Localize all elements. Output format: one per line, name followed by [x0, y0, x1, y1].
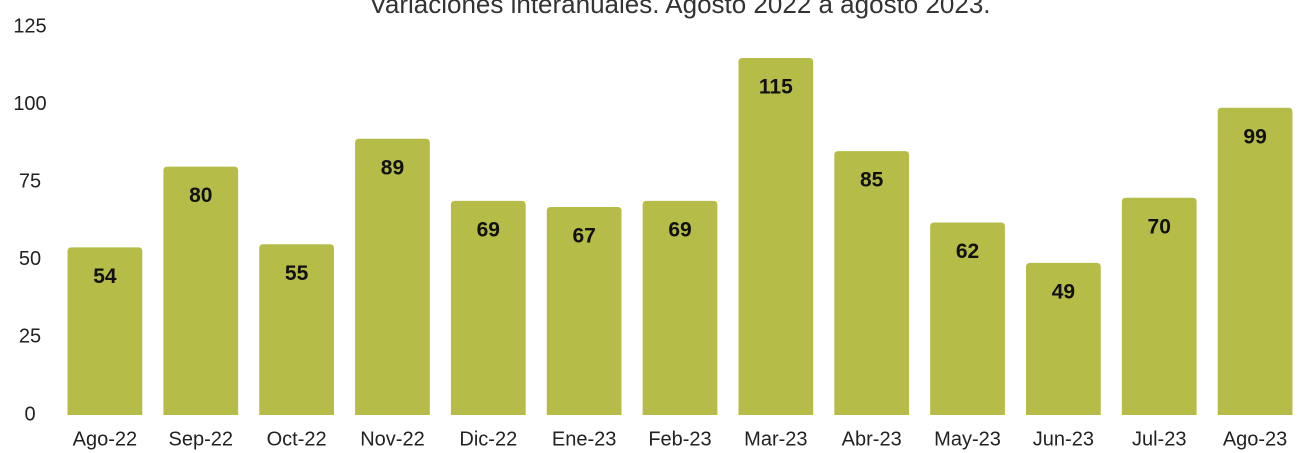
y-tick-label: 50 [19, 248, 41, 270]
value-label: 62 [956, 240, 979, 263]
bar [355, 138, 430, 415]
x-tick-label: Jun-23 [1033, 428, 1094, 450]
value-label: 89 [381, 156, 404, 179]
value-label: 67 [572, 225, 595, 248]
y-tick-label: 100 [13, 93, 46, 115]
bar [259, 244, 334, 415]
value-label: 55 [285, 262, 309, 285]
value-label: 70 [1148, 215, 1171, 238]
value-label: 99 [1243, 125, 1266, 148]
bar [642, 200, 718, 415]
chart-title: Variaciones interanuales. Agosto 2022 a … [369, 0, 990, 19]
x-tick-label: Nov-22 [360, 428, 424, 450]
bar [450, 200, 526, 415]
x-tick-label: Ene-23 [552, 428, 617, 450]
value-label: 69 [668, 218, 691, 241]
bar [738, 58, 814, 415]
x-tick-label: Sep-22 [169, 428, 234, 450]
bar [546, 207, 622, 415]
x-tick-label: Mar-23 [744, 428, 807, 450]
bar [1217, 107, 1293, 415]
x-tick-label: Feb-23 [648, 428, 711, 450]
bar [1121, 197, 1197, 415]
y-tick-label: 75 [19, 170, 41, 192]
x-tick-label: Dic-22 [459, 428, 517, 450]
value-label: 69 [477, 218, 500, 241]
bar [163, 166, 239, 415]
value-label: 54 [93, 265, 117, 288]
x-tick-label: Oct-22 [267, 428, 327, 450]
bar [930, 222, 1005, 415]
y-tick-label: 0 [24, 403, 35, 425]
x-tick-label: Abr-23 [842, 428, 902, 450]
value-label: 85 [860, 169, 884, 192]
y-tick-label: 25 [19, 326, 41, 348]
value-label: 49 [1052, 280, 1075, 303]
value-label: 80 [189, 184, 212, 207]
x-tick-label: Ago-22 [73, 428, 138, 450]
y-tick-label: 125 [13, 15, 46, 37]
x-tick-label: Ago-23 [1223, 428, 1288, 450]
value-label: 115 [759, 76, 793, 99]
bar [67, 247, 143, 415]
x-tick-label: May-23 [934, 428, 1001, 450]
bar [1026, 262, 1101, 415]
x-tick-label: Jul-23 [1132, 428, 1186, 450]
bar [834, 151, 910, 415]
